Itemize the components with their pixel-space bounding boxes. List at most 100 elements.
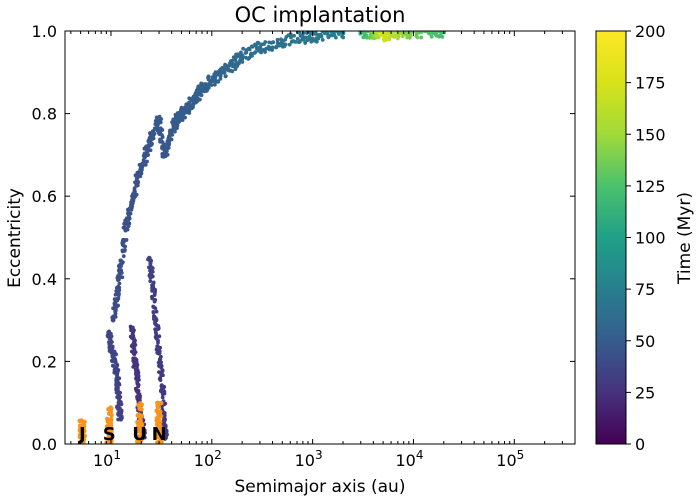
data-point <box>115 373 120 377</box>
data-point <box>212 79 216 83</box>
data-point <box>116 368 121 372</box>
data-point <box>159 389 164 394</box>
data-point <box>142 155 147 160</box>
planet-point <box>156 400 162 406</box>
data-point <box>136 374 141 379</box>
x-tick-label: 105 <box>496 448 524 470</box>
data-point <box>209 83 214 87</box>
data-point <box>135 381 140 386</box>
data-point <box>154 309 159 314</box>
data-point <box>396 34 401 39</box>
data-point <box>132 186 137 191</box>
data-point <box>159 117 164 121</box>
data-point <box>162 418 166 423</box>
data-point <box>135 368 140 373</box>
data-point <box>150 269 155 274</box>
data-point <box>255 40 260 45</box>
data-point <box>162 385 167 389</box>
data-point <box>168 128 173 133</box>
data-point <box>148 272 152 277</box>
data-point <box>132 339 137 344</box>
data-point <box>326 34 331 38</box>
data-point <box>157 370 161 375</box>
y-tick-label: 0.6 <box>32 187 57 206</box>
colorbar-title: Time (Myr) <box>675 192 695 285</box>
data-point <box>131 356 136 361</box>
planet-point <box>138 436 144 442</box>
colorbar <box>595 30 627 445</box>
data-point <box>337 31 342 34</box>
data-point <box>283 42 288 47</box>
x-tick-label: 104 <box>395 448 423 470</box>
data-point <box>153 306 158 311</box>
planet-label: J <box>77 424 86 445</box>
data-point <box>141 161 146 166</box>
data-point <box>301 37 306 42</box>
data-point <box>156 324 161 328</box>
data-point <box>127 221 132 226</box>
data-point <box>240 57 245 62</box>
data-point <box>115 362 120 367</box>
planet-point <box>135 419 140 425</box>
data-point <box>191 104 195 109</box>
data-point <box>275 37 280 42</box>
data-point <box>240 60 245 64</box>
data-point <box>384 37 389 42</box>
data-point <box>341 35 346 40</box>
data-point <box>126 211 131 216</box>
planet-point <box>156 404 161 410</box>
data-point <box>152 292 157 296</box>
data-point <box>257 45 263 50</box>
data-point <box>277 43 282 48</box>
planet-point <box>108 405 113 410</box>
data-point <box>259 50 263 55</box>
colorbar-tick-label: 25 <box>635 383 655 402</box>
x-axis-title: Semimajor axis (au) <box>235 477 406 497</box>
data-point <box>159 364 164 368</box>
data-point <box>428 31 432 36</box>
data-point <box>213 74 218 79</box>
data-point <box>121 254 126 259</box>
data-point <box>440 35 445 39</box>
data-point <box>234 54 239 58</box>
data-point <box>150 141 154 146</box>
y-axis: 0.0 0.2 0.4 0.6 0.8 1.0 <box>32 22 575 454</box>
chart-title: OC implantation <box>235 3 406 27</box>
data-point <box>128 324 133 329</box>
data-point <box>213 70 218 75</box>
data-point <box>319 34 324 39</box>
x-axis: 101 102 103 104 105 <box>70 31 576 470</box>
data-point <box>271 40 276 45</box>
data-point <box>145 159 149 164</box>
data-point <box>118 272 122 277</box>
data-point <box>154 316 158 321</box>
data-point <box>361 35 366 40</box>
data-point <box>154 336 159 341</box>
planet-point <box>108 430 114 436</box>
data-point <box>162 143 167 148</box>
y-axis-title: Eccentricity <box>5 188 25 288</box>
data-point <box>309 31 313 36</box>
data-point <box>392 33 397 37</box>
data-point <box>229 68 234 73</box>
data-point <box>124 237 129 242</box>
data-point <box>407 35 412 40</box>
y-tick-label: 0.8 <box>32 105 57 124</box>
data-point <box>134 183 139 188</box>
planet-point <box>81 424 87 430</box>
data-point <box>160 128 165 132</box>
colorbar-tick-label: 150 <box>635 125 666 144</box>
data-point <box>239 50 243 55</box>
data-point <box>177 117 182 121</box>
data-point <box>158 120 163 125</box>
data-point <box>233 58 238 63</box>
data-point <box>160 395 165 400</box>
planet-point <box>139 402 144 407</box>
planet-point <box>81 436 86 441</box>
data-point <box>236 61 241 66</box>
x-tick-label: 101 <box>93 448 121 470</box>
data-point <box>156 340 160 345</box>
data-point <box>152 132 156 137</box>
data-point <box>249 54 253 58</box>
